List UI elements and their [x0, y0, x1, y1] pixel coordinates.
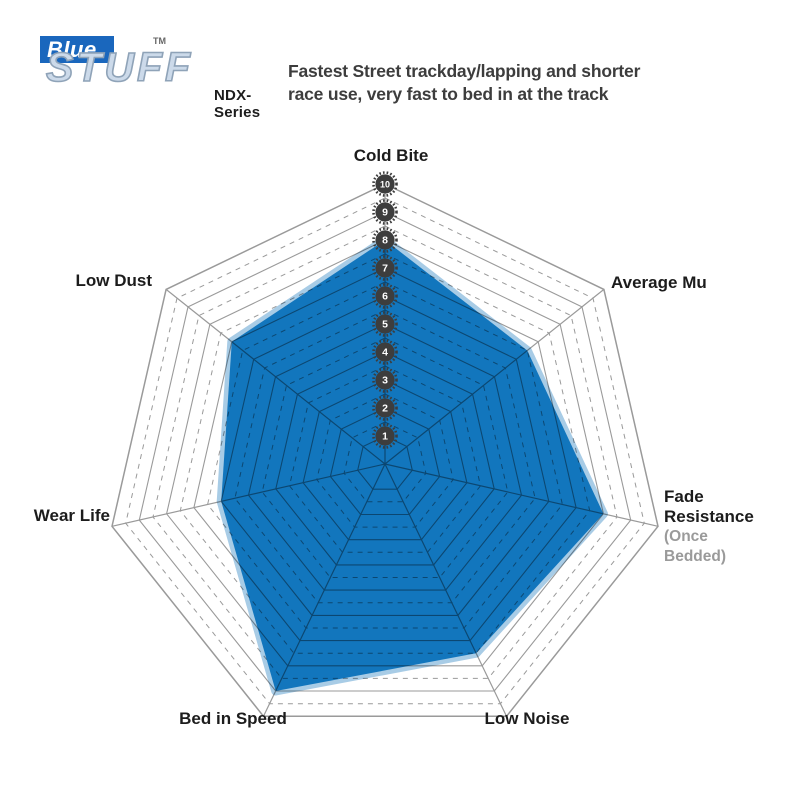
- grid-ring-dashed: [261, 337, 509, 578]
- grid-ring: [193, 267, 577, 642]
- grid-spoke: [165, 288, 386, 465]
- grid-ring: [329, 407, 441, 516]
- tick-badge-serration: [372, 227, 398, 253]
- tick-badge-number: 4: [382, 347, 388, 359]
- axis-label-wear-life: Wear Life: [33, 506, 110, 525]
- tick-badge-serration: [372, 367, 398, 393]
- tick-badge-number: 10: [380, 180, 390, 190]
- grid-ring-dashed: [179, 253, 591, 654]
- axis-label-low-dust: Low Dust: [75, 271, 153, 290]
- logo-brand-bottom: STUFF: [45, 43, 194, 91]
- tick-badge: [375, 398, 395, 418]
- tick-badge-number: 5: [382, 319, 388, 331]
- tick-badge: [375, 286, 395, 306]
- tick-badge-serration: [372, 311, 398, 337]
- axis-label-low-noise: Low Noise: [484, 709, 570, 728]
- tick-badge: [375, 342, 395, 362]
- logo-blue-box: Blue: [40, 36, 114, 63]
- tick-badge-number: 2: [382, 403, 388, 415]
- tick-badge-number: 1: [382, 431, 388, 443]
- tick-badge: [375, 370, 395, 390]
- product-description: Fastest Street trackday/lapping and shor…: [288, 60, 708, 106]
- grid-spoke: [384, 288, 605, 465]
- tick-badge-number: 8: [382, 235, 388, 247]
- bluestuff-logo: Blue STUFF TM NDX-Series: [0, 0, 290, 121]
- tick-badge-serration: [372, 255, 398, 281]
- grid-ring-dashed: [343, 421, 427, 503]
- tick-badge-serration: [372, 199, 398, 225]
- tick-badge-serration: [372, 283, 398, 309]
- axis-label-average-mu: Average Mu: [611, 273, 707, 292]
- grid-spoke: [384, 463, 659, 527]
- grid-ring: [357, 435, 413, 490]
- grid-ring-dashed: [152, 225, 618, 679]
- axis-label-bed-in-speed: Bed in Speed: [179, 709, 287, 728]
- logo-brand-top: Blue: [47, 37, 97, 62]
- grid-spoke: [384, 463, 508, 717]
- description-line-2: race use, very fast to bed in at the tra…: [288, 84, 609, 104]
- grid-ring-dashed: [207, 281, 563, 629]
- tick-badge-number: 9: [382, 207, 388, 219]
- tick-badge: [375, 202, 395, 222]
- tick-badge: [375, 258, 395, 278]
- grid-ring: [138, 211, 632, 692]
- radar-grid: [111, 183, 659, 718]
- grid-ring: [247, 323, 523, 591]
- trademark-symbol: TM: [153, 36, 166, 46]
- grid-ring: [166, 239, 604, 667]
- tick-badge: [375, 314, 395, 334]
- tick-badge: [375, 230, 395, 250]
- tick-badge-serration: [372, 339, 398, 365]
- tick-badge-number: 3: [382, 375, 388, 387]
- description-line-1: Fastest Street trackday/lapping and shor…: [288, 61, 641, 81]
- tick-badge-serration: [372, 171, 398, 197]
- grid-ring: [111, 183, 659, 718]
- grid-ring: [302, 379, 468, 541]
- axis-label-cold-bite: Cold Bite: [353, 146, 429, 165]
- grid-spoke: [262, 463, 386, 717]
- grid-ring: [220, 295, 550, 616]
- radar-value-polygon: [221, 240, 604, 691]
- logo-series-name: NDX-Series: [214, 87, 261, 121]
- tick-badge-serration: [372, 395, 398, 421]
- tick-badge: [375, 174, 395, 194]
- tick-badge: [375, 426, 395, 446]
- grid-ring-dashed: [316, 393, 454, 528]
- axis-label-fade-resistance: Fade Resistance (Once Bedded): [664, 487, 772, 567]
- tick-badge-serration: [372, 423, 398, 449]
- tick-badge-number: 6: [382, 291, 388, 303]
- grid-spoke: [111, 463, 386, 527]
- axis-label-fade-main: Fade Resistance: [664, 487, 754, 526]
- axis-label-fade-sub: (Once Bedded): [664, 528, 726, 565]
- grid-ring: [275, 351, 495, 566]
- tick-badge-number: 7: [382, 263, 388, 275]
